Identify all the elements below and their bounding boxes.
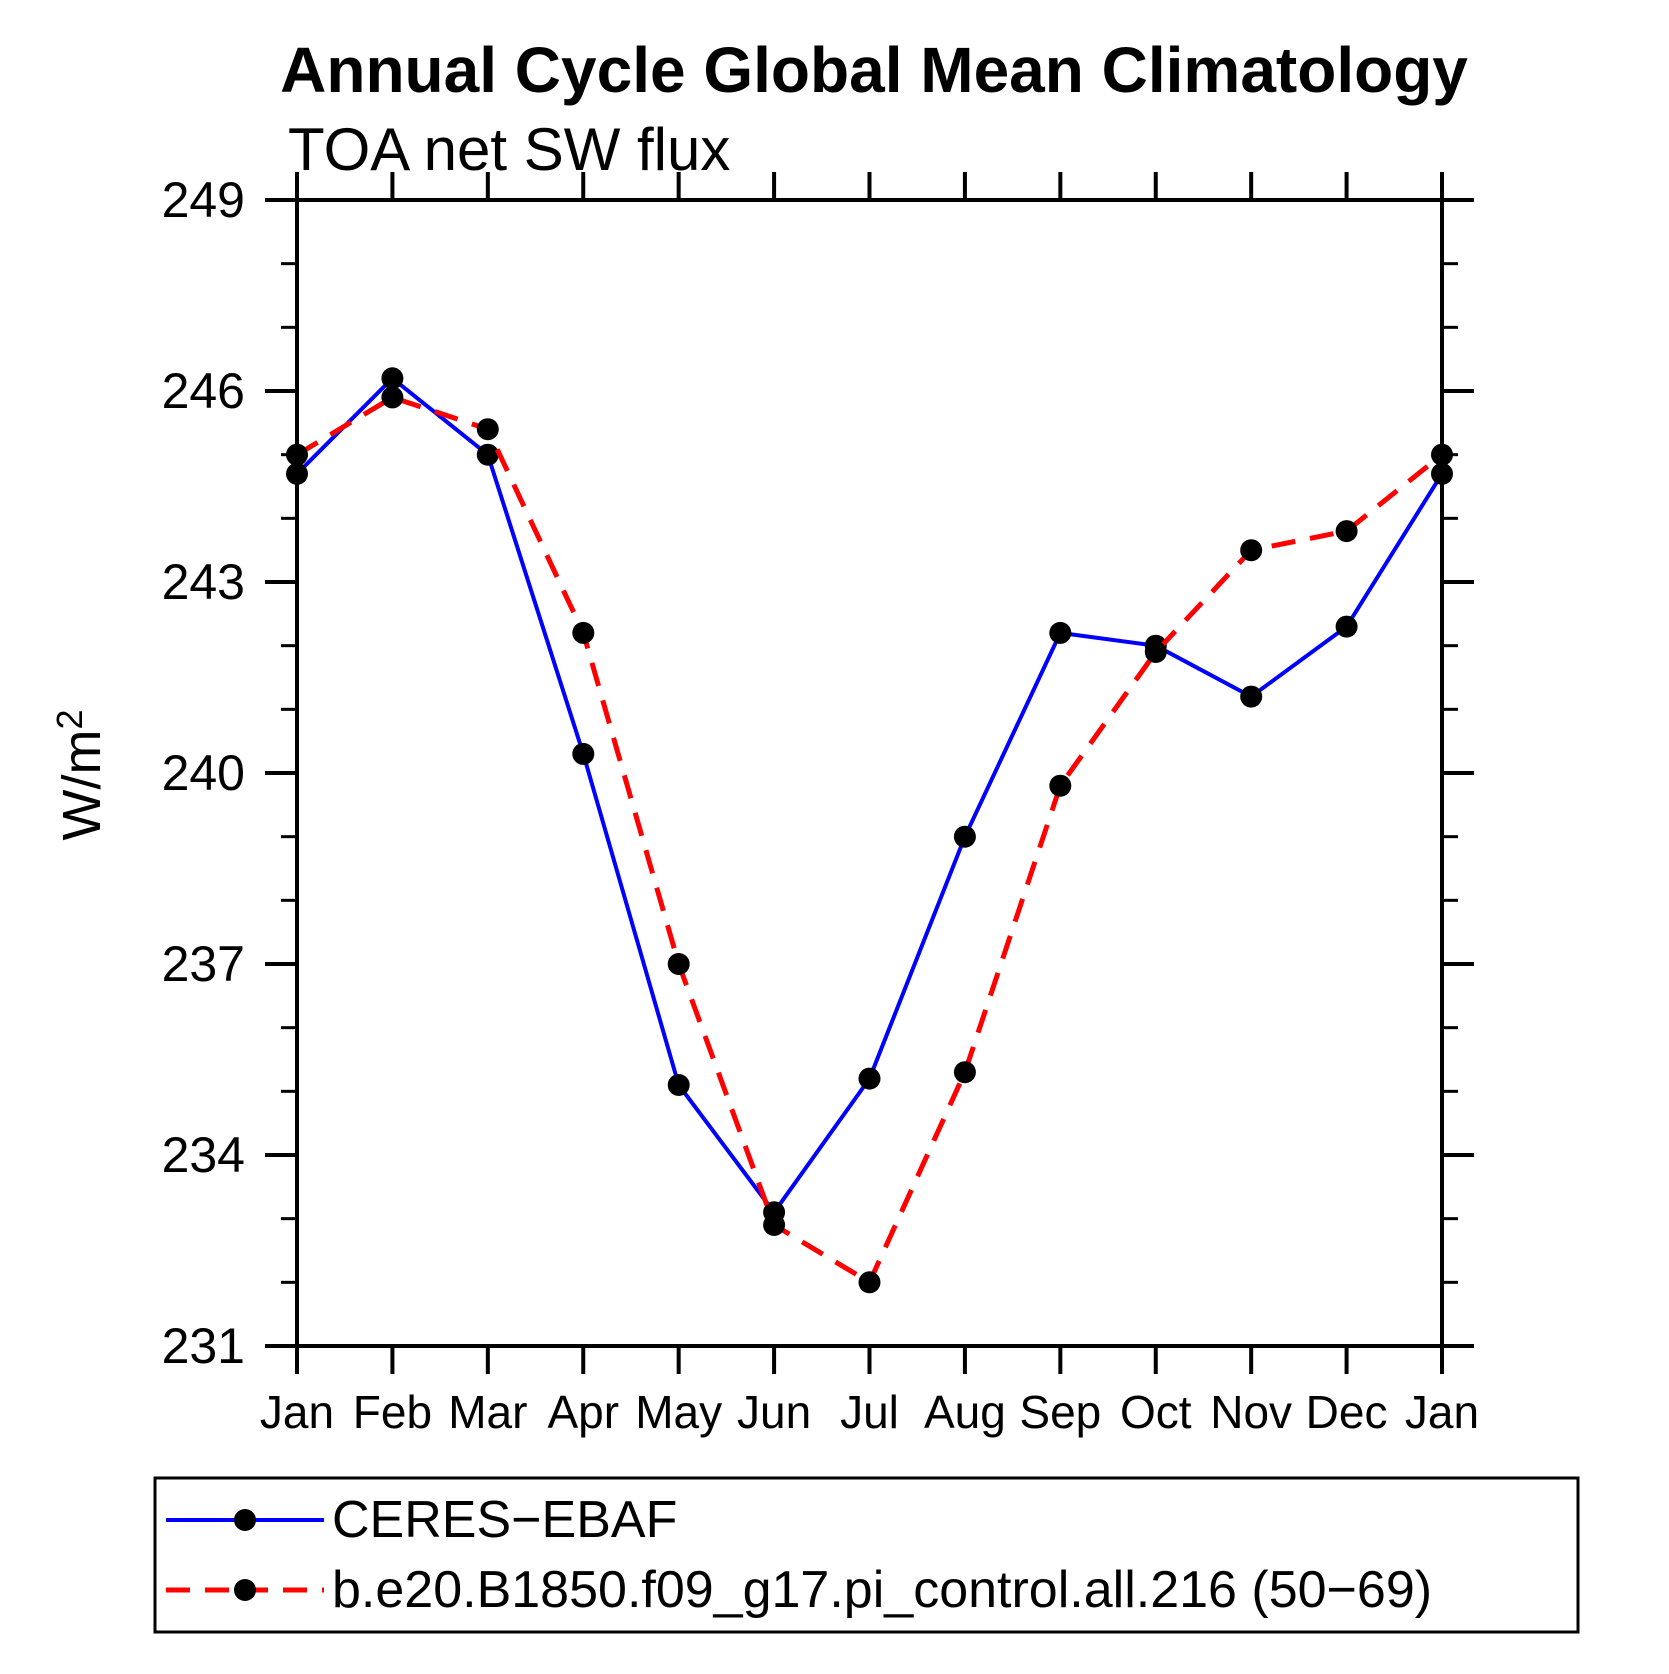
x-axis-tick-label: Jul — [840, 1386, 899, 1438]
y-axis-title: W/m2 — [49, 710, 112, 841]
y-axis-title-exponent: 2 — [49, 710, 90, 730]
data-point — [286, 443, 308, 466]
data-point — [1240, 685, 1263, 708]
data-point — [953, 1061, 976, 1084]
data-point — [858, 1271, 881, 1294]
data-point — [286, 462, 308, 485]
data-point — [953, 825, 976, 848]
y-axis-tick-label: 249 — [162, 172, 245, 228]
y-axis-tick-label: 234 — [162, 1127, 245, 1183]
legend-label: CERES−EBAF — [332, 1491, 677, 1549]
series-lines — [286, 367, 1453, 1294]
chart-subtitle: TOA net SW flux — [288, 116, 730, 183]
y-axis-tick-label: 237 — [162, 936, 245, 992]
y-axis-tick-label: 240 — [162, 745, 245, 801]
data-point — [572, 742, 595, 765]
x-axis-tick-label: Sep — [1019, 1386, 1101, 1438]
data-point — [1431, 462, 1453, 485]
x-axis-tick-label: May — [635, 1386, 722, 1438]
data-point — [381, 367, 404, 390]
x-axis-tick-label: Dec — [1306, 1386, 1388, 1438]
legend-marker — [234, 1579, 256, 1601]
data-point — [1335, 520, 1358, 543]
data-point — [572, 621, 595, 644]
x-axis-tick-label: Oct — [1120, 1386, 1192, 1438]
x-axis-tick-label: Mar — [448, 1386, 527, 1438]
y-axis-tick-label: 246 — [162, 363, 245, 419]
data-point — [1240, 539, 1263, 562]
plot-frame — [295, 198, 1444, 1348]
data-point — [1431, 443, 1453, 466]
x-axis-tick-label: Jun — [737, 1386, 811, 1438]
x-axis-tick-label: Jan — [1405, 1386, 1479, 1438]
x-axis-tick-label: Feb — [353, 1386, 432, 1438]
data-point — [1049, 774, 1072, 797]
data-point — [476, 443, 499, 466]
legend: CERES−EBAF b.e20.B1850.f09_g17.pi_control… — [153, 1476, 1580, 1634]
chart-title: Annual Cycle Global Mean Climatology — [280, 34, 1468, 106]
data-point — [763, 1214, 786, 1236]
data-point — [381, 386, 404, 409]
y-axis-tick-label: 243 — [162, 554, 245, 610]
y-axis-tick-label: 231 — [162, 1318, 245, 1374]
data-point — [476, 418, 499, 441]
x-axis-tick-label: Nov — [1210, 1386, 1292, 1438]
series-line-1 — [295, 394, 1444, 1285]
axes: Jan Feb Mar Apr May Jun Jul Aug Sep Oct Nov Dec Jan 2… — [49, 172, 1479, 1438]
y-axis-title-base: W/m — [52, 730, 112, 841]
x-axis-tick-label: Jan — [260, 1386, 334, 1438]
data-point — [1049, 621, 1072, 644]
x-axis-tick-label: Apr — [547, 1386, 619, 1438]
data-point — [1144, 641, 1167, 663]
legend-label: b.e20.B1850.f09_g17.pi_control.all.216 (… — [332, 1561, 1432, 1619]
data-point — [667, 1074, 690, 1096]
data-point — [667, 953, 690, 975]
legend-box — [153, 1476, 1580, 1634]
data-point — [858, 1067, 881, 1090]
legend-marker — [234, 1509, 256, 1531]
data-point — [1335, 615, 1358, 638]
x-axis-tick-label: Aug — [924, 1386, 1006, 1438]
